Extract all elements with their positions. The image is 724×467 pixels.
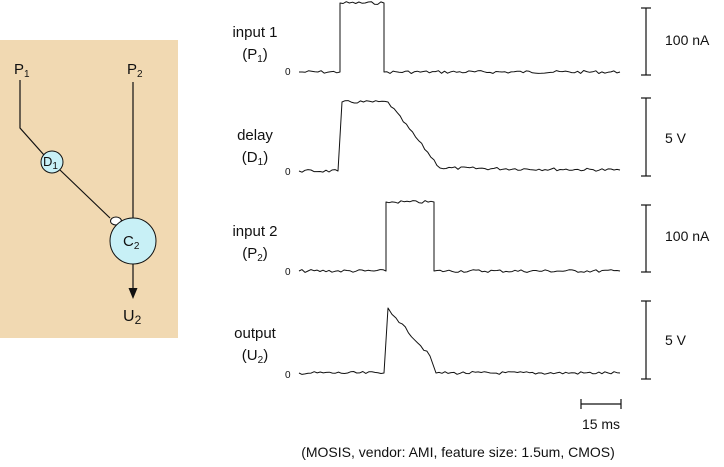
- figure-caption: (MOSIS, vendor: AMI, feature size: 1.5um…: [301, 444, 615, 460]
- scale-bar-label: 100 nA: [665, 32, 710, 48]
- zero-level-label: 0: [285, 267, 291, 278]
- output-u2-label: U2: [123, 308, 142, 327]
- trace-waveform-input-2: [298, 200, 621, 273]
- trace-name-label: input 1: [232, 24, 277, 41]
- input-p2-label: P2: [127, 61, 143, 80]
- wire-d1-to-c2: [59, 169, 111, 219]
- delay-node-d1: [40, 150, 64, 174]
- schematic-panel: P1 P2 D1 C2 U2: [0, 40, 178, 338]
- input-p1-label: P1: [14, 61, 30, 80]
- cell-node-c2: [109, 217, 157, 265]
- wire-p1-to-d1: [19, 80, 45, 156]
- timescale-bar: 15 ms: [580, 399, 622, 432]
- delay-node-label: D1: [43, 154, 58, 172]
- cell-node-label: C2: [123, 233, 140, 252]
- zero-level-label: 0: [285, 67, 291, 78]
- trace-symbol-label: (P1): [242, 46, 268, 65]
- trace-name-label: output: [234, 325, 277, 342]
- arrow-head-icon: [128, 288, 138, 299]
- trace-waveform-output: [298, 307, 621, 375]
- timescale-label: 15 ms: [582, 416, 620, 432]
- scale-bar-label: 100 nA: [665, 228, 710, 244]
- trace-waveform-delay: [298, 100, 621, 173]
- trace-row-input-2: input 2 (P2) 0 100 nA: [232, 200, 710, 278]
- trace-symbol-label: (U2): [242, 347, 268, 366]
- zero-level-label: 0: [285, 167, 291, 178]
- trace-symbol-label: (D1): [242, 149, 268, 168]
- trace-waveform-input-1: [299, 1, 621, 74]
- zero-level-label: 0: [285, 370, 291, 381]
- trace-symbol-label: (P2): [242, 245, 268, 264]
- traces-group: input 1 (P1) 0 100 nA delay (D1) 0 5 V i…: [232, 1, 710, 381]
- trace-name-label: input 2: [232, 223, 277, 240]
- scale-bar-label: 5 V: [665, 130, 687, 146]
- trace-row-input-1: input 1 (P1) 0 100 nA: [232, 1, 710, 78]
- schematic-background: [0, 40, 178, 338]
- trace-row-delay: delay (D1) 0 5 V: [237, 97, 687, 178]
- trace-row-output: output (U2) 0 5 V: [234, 300, 687, 381]
- scale-bar-label: 5 V: [665, 332, 687, 348]
- trace-name-label: delay: [237, 127, 273, 144]
